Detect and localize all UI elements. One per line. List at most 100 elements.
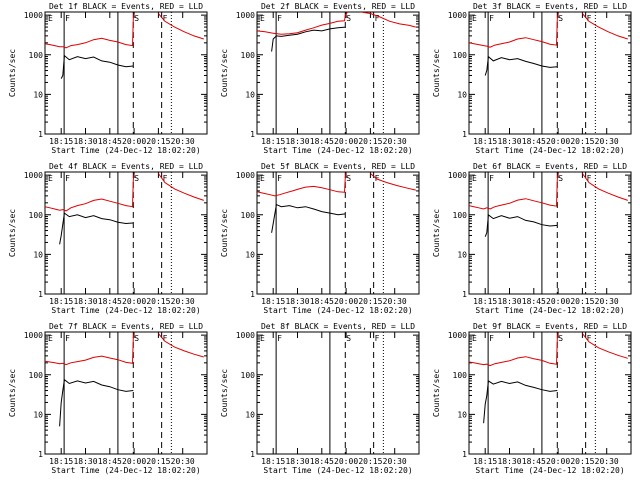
det-1f-x-tick-label-0: 18:15 bbox=[49, 137, 73, 146]
det-3f-y-tick-label-10: 10 bbox=[457, 90, 467, 99]
det-6f-marker-S-2: S bbox=[558, 174, 563, 183]
det-8f-y-axis-label: Counts/sec bbox=[220, 369, 229, 417]
det-4f-y-tick-label-1: 1 bbox=[38, 290, 43, 299]
panel-det-2f: Det 2f BLACK = Events, RED = LLD 1 10 100 10… bbox=[220, 2, 420, 155]
panel-det-6f: Det 6f BLACK = Events, RED = LLD 1 10 100 10… bbox=[432, 162, 632, 315]
det-7f-x-axis-label: Start Time (24-Dec-12 18:02:20) bbox=[51, 466, 200, 475]
det-7f-y-tick-label-100: 100 bbox=[29, 371, 44, 380]
det-4f-y-tick-label-10: 10 bbox=[33, 250, 43, 259]
panel-det-5f: Det 5f BLACK = Events, RED = LLD 1 10 100 10… bbox=[220, 162, 420, 315]
det-3f-plot-frame bbox=[468, 11, 632, 135]
det-3f-marker-F-3: F bbox=[587, 14, 592, 23]
det-8f-x-tick-label-4: 20:15 bbox=[358, 457, 382, 466]
panel-det-1f: Det 1f BLACK = Events, RED = LLD 1 10 100 10… bbox=[8, 2, 208, 155]
det-4f-panel-title: Det 4f BLACK = Events, RED = LLD bbox=[49, 162, 203, 171]
det-1f-x-tick-label-5: 20:30 bbox=[171, 137, 195, 146]
det-2f-plot-frame bbox=[256, 11, 420, 135]
det-7f-panel-title: Det 7f BLACK = Events, RED = LLD bbox=[49, 322, 203, 331]
det-9f-y-tick-label-1: 1 bbox=[462, 450, 467, 459]
det-5f-series-lld-line-1 bbox=[370, 173, 416, 191]
det-5f-x-tick-label-4: 20:15 bbox=[358, 297, 382, 306]
det-1f-y-tick-label-10: 10 bbox=[33, 90, 43, 99]
det-2f-marker-E-0: E bbox=[260, 14, 265, 23]
det-4f-y-tick-label-1000: 1000 bbox=[24, 171, 43, 180]
det-7f-series-lld-line-1 bbox=[158, 333, 204, 358]
det-9f-x-tick-label-0: 18:15 bbox=[473, 457, 497, 466]
det-7f-series-lld-line-0 bbox=[45, 332, 135, 366]
det-2f-series-lld-line-1 bbox=[360, 12, 416, 28]
det-3f-y-tick-label-100: 100 bbox=[453, 51, 468, 60]
det-1f-y-axis-label: Counts/sec bbox=[8, 49, 17, 97]
det-3f-series-lld-line-1 bbox=[582, 13, 628, 40]
det-8f-x-axis-label: Start Time (24-Dec-12 18:02:20) bbox=[263, 466, 412, 475]
det-8f-panel-title: Det 8f BLACK = Events, RED = LLD bbox=[261, 322, 415, 331]
det-1f-series-lld-line-1 bbox=[158, 13, 204, 40]
det-2f-x-tick-label-2: 18:45 bbox=[310, 137, 334, 146]
det-1f-x-tick-label-4: 20:15 bbox=[146, 137, 170, 146]
det-5f-x-tick-label-1: 18:30 bbox=[285, 297, 309, 306]
det-5f-x-tick-label-0: 18:15 bbox=[261, 297, 285, 306]
det-6f-x-tick-label-5: 20:30 bbox=[595, 297, 619, 306]
det-6f-x-tick-label-1: 18:30 bbox=[497, 297, 521, 306]
det-1f-series-events-line-0 bbox=[60, 54, 134, 79]
det-4f-x-tick-label-3: 20:00 bbox=[122, 297, 146, 306]
det-6f-series-lld-line-1 bbox=[581, 173, 628, 201]
det-3f-y-tick-label-1: 1 bbox=[462, 130, 467, 139]
det-6f-panel-title: Det 6f BLACK = Events, RED = LLD bbox=[473, 162, 627, 171]
det-4f-marker-E-0: E bbox=[48, 174, 53, 183]
det-6f-y-tick-label-10: 10 bbox=[457, 250, 467, 259]
det-4f-marker-S-2: S bbox=[134, 174, 139, 183]
det-3f-marker-S-2: S bbox=[558, 14, 563, 23]
det-6f-y-axis-label: Counts/sec bbox=[432, 209, 441, 257]
det-4f-y-tick-label-100: 100 bbox=[29, 211, 44, 220]
det-8f-y-tick-label-10: 10 bbox=[245, 410, 255, 419]
det-1f-y-tick-label-1: 1 bbox=[38, 130, 43, 139]
panels: Det 1f BLACK = Events, RED = LLD 1 10 100 10… bbox=[8, 2, 632, 475]
det-7f-marker-S-2: S bbox=[134, 334, 139, 343]
det-6f-marker-E-0: E bbox=[472, 174, 477, 183]
det-2f-y-tick-label-1000: 1000 bbox=[236, 11, 255, 20]
det-8f-y-tick-label-1000: 1000 bbox=[236, 331, 255, 340]
det-4f-marker-F-1: F bbox=[65, 174, 70, 183]
det-8f-x-tick-label-2: 18:45 bbox=[310, 457, 334, 466]
det-3f-series-events-line-0 bbox=[484, 55, 558, 76]
det-4f-series-events-line-0 bbox=[59, 212, 134, 245]
det-6f-marker-F-1: F bbox=[489, 174, 494, 183]
det-4f-plot-frame bbox=[44, 171, 208, 295]
det-9f-series-lld-line-1 bbox=[582, 333, 628, 359]
det-7f-x-tick-label-5: 20:30 bbox=[171, 457, 195, 466]
det-6f-x-tick-label-3: 20:00 bbox=[546, 297, 570, 306]
det-2f-x-tick-label-0: 18:15 bbox=[261, 137, 285, 146]
det-8f-x-tick-label-0: 18:15 bbox=[261, 457, 285, 466]
det-8f-x-tick-label-3: 20:00 bbox=[334, 457, 358, 466]
det-1f-marker-E-0: E bbox=[48, 14, 53, 23]
det-5f-marker-F-1: F bbox=[277, 174, 282, 183]
det-3f-y-tick-label-1000: 1000 bbox=[448, 11, 467, 20]
det-3f-x-axis-label: Start Time (24-Dec-12 18:02:20) bbox=[475, 146, 624, 155]
det-7f-marker-F-3: F bbox=[163, 334, 168, 343]
det-9f-marker-F-3: F bbox=[587, 334, 592, 343]
det-6f-plot-frame bbox=[468, 171, 632, 295]
det-4f-series-lld-line-1 bbox=[157, 173, 204, 201]
det-7f-plot-frame bbox=[44, 331, 208, 455]
det-9f-marker-F-1: F bbox=[489, 334, 494, 343]
det-2f-marker-F-3: F bbox=[375, 14, 380, 23]
det-2f-marker-F-1: F bbox=[277, 14, 282, 23]
det-7f-y-tick-label-10: 10 bbox=[33, 410, 43, 419]
det-5f-plot-frame bbox=[256, 171, 420, 295]
det-2f-x-tick-label-1: 18:30 bbox=[285, 137, 309, 146]
det-5f-series-lld-line-0 bbox=[257, 172, 347, 197]
det-4f-y-axis-label: Counts/sec bbox=[8, 209, 17, 257]
det-3f-marker-E-0: E bbox=[472, 14, 477, 23]
det-1f-y-tick-label-100: 100 bbox=[29, 51, 44, 60]
det-4f-x-tick-label-0: 18:15 bbox=[49, 297, 73, 306]
det-1f-x-axis-label: Start Time (24-Dec-12 18:02:20) bbox=[51, 146, 200, 155]
det-5f-y-tick-label-100: 100 bbox=[241, 211, 256, 220]
det-4f-series-lld-line-0 bbox=[45, 173, 135, 212]
det-9f-marker-S-2: S bbox=[558, 334, 563, 343]
det-7f-marker-E-0: E bbox=[48, 334, 53, 343]
det-2f-x-tick-label-5: 20:30 bbox=[383, 137, 407, 146]
det-1f-x-tick-label-2: 18:45 bbox=[98, 137, 122, 146]
det-9f-plot-frame bbox=[468, 331, 632, 455]
